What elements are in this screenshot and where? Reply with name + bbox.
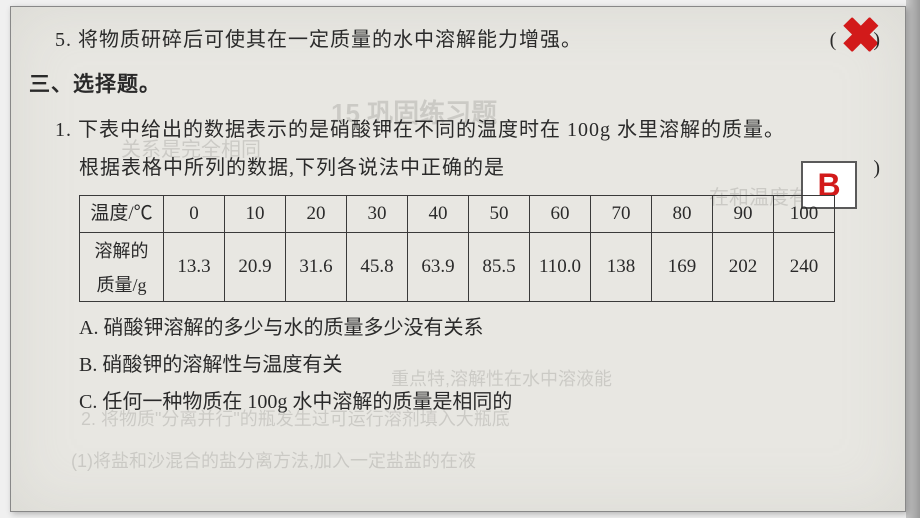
answer-paren-q1: ) xyxy=(873,149,881,187)
question-1-line2: 根据表格中所列的数据,下列各说法中正确的是 ) xyxy=(79,149,887,187)
option-b: B. 硝酸钾的溶解性与温度有关 xyxy=(79,347,887,384)
row-label-mass-a: 溶解的 xyxy=(95,237,149,263)
table-cell: 30 xyxy=(347,195,408,232)
table-row-values: 溶解的 质量/g 13.3 20.9 31.6 45.8 63.9 85.5 1… xyxy=(80,232,835,301)
table-cell: 40 xyxy=(408,195,469,232)
table-cell: 100 xyxy=(774,195,835,232)
answer-paren-q5: ( ) xyxy=(830,21,881,59)
table-cell: 90 xyxy=(713,195,774,232)
table-cell: 45.8 xyxy=(347,232,408,301)
table-cell: 110.0 xyxy=(530,232,591,301)
table-cell: 20.9 xyxy=(225,232,286,301)
table-cell: 13.3 xyxy=(164,232,225,301)
table-cell: 80 xyxy=(652,195,713,232)
table-cell: 60 xyxy=(530,195,591,232)
question-1-line1: 1. 下表中给出的数据表示的是硝酸钾在不同的温度时在 100g 水里溶解的质量。 xyxy=(55,111,887,149)
table-cell: 0 xyxy=(164,195,225,232)
table-cell: 31.6 xyxy=(286,232,347,301)
table-cell: 70 xyxy=(591,195,652,232)
paren-open: ( xyxy=(830,29,838,51)
table-cell: 169 xyxy=(652,232,713,301)
solubility-table: 温度/℃ 0 10 20 30 40 50 60 70 80 90 100 溶解… xyxy=(79,195,835,302)
table-cell: 63.9 xyxy=(408,232,469,301)
row-label-temperature: 温度/℃ xyxy=(80,195,164,232)
row-label-mass: 溶解的 质量/g xyxy=(80,232,164,301)
paren-close: ) xyxy=(873,29,881,51)
table-cell: 202 xyxy=(713,232,774,301)
option-c: C. 任何一种物质在 100g 水中溶解的质量是相同的 xyxy=(79,384,887,421)
option-a: A. 硝酸钾溶解的多少与水的质量多少没有关系 xyxy=(79,310,887,347)
page-edge-shadow xyxy=(906,0,920,518)
row-label-mass-b: 质量/g xyxy=(96,271,146,297)
q1-line2-body: 根据表格中所列的数据,下列各说法中正确的是 xyxy=(79,157,505,179)
question-5-text: 5. 将物质研碎后可使其在一定质量的水中溶解能力增强。 ( ) xyxy=(55,21,887,59)
table-cell: 50 xyxy=(469,195,530,232)
table-cell: 138 xyxy=(591,232,652,301)
table-cell: 85.5 xyxy=(469,232,530,301)
table-cell: 10 xyxy=(225,195,286,232)
bleedthrough-text: (1)将盐和沙混合的盐分离方法,加入一定盐盐的在液 xyxy=(71,447,476,473)
exam-paper: 15 巩固练习题 关系是完全相同 在和温度有关 重点特,溶解性在水中溶液能 2.… xyxy=(10,6,906,512)
q5-body: 5. 将物质研碎后可使其在一定质量的水中溶解能力增强。 xyxy=(55,29,582,51)
table-cell: 20 xyxy=(286,195,347,232)
table-row-header: 温度/℃ 0 10 20 30 40 50 60 70 80 90 100 xyxy=(80,195,835,232)
section-three-header: 三、选择题。 xyxy=(29,65,887,105)
table-cell: 240 xyxy=(774,232,835,301)
